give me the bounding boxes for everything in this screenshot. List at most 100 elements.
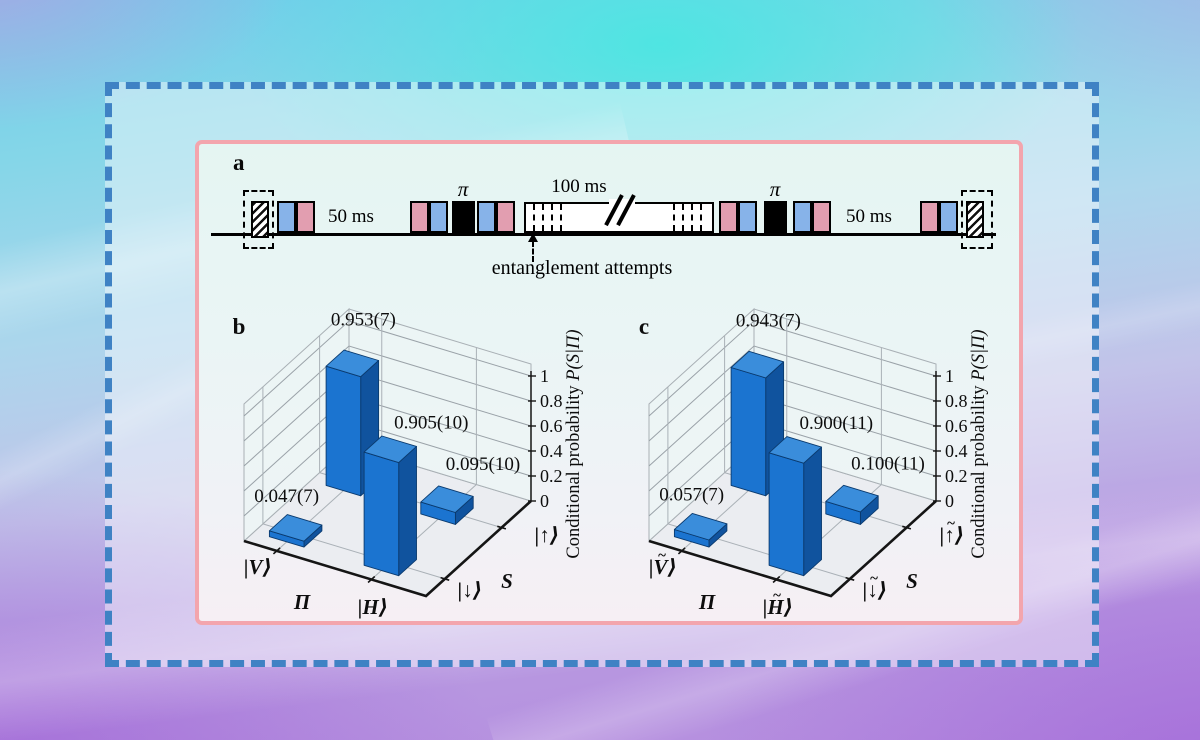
z-tick-label: 0.2 xyxy=(540,466,563,486)
panel-letter: b xyxy=(233,314,246,339)
bar-front-face xyxy=(768,452,805,577)
blue-pulse xyxy=(793,201,812,233)
y-axis-title: S xyxy=(501,569,513,593)
blue-pulse xyxy=(277,201,296,233)
conditional-probability-chart-c: 0.943(7) 0.100(11) 0.057(7) 0.900(11) 0 0.2 0.… xyxy=(639,307,989,619)
y-category-label: |↑⟩ xyxy=(535,523,560,547)
gap-duration-right: 50 ms xyxy=(846,206,892,227)
bar-top-face xyxy=(730,350,785,379)
window-duration-label: 100 ms xyxy=(551,176,607,197)
conditional-probability-chart-b: 0.953(7) 0.095(10) 0.047(7) 0.905(10) 0 0.2 0.… xyxy=(233,307,584,619)
annotation-arrow-stem xyxy=(532,241,534,262)
bar-1-0 xyxy=(768,436,822,577)
z-tick-label: 0.8 xyxy=(540,391,563,411)
z-tick-label: 0 xyxy=(540,491,549,511)
y-category-label: |↓⟩ xyxy=(458,578,483,602)
blue-pulse xyxy=(477,201,496,233)
blue-pulse xyxy=(738,201,757,233)
figure-panel: a 50 ms π xyxy=(195,140,1023,625)
gridline-z xyxy=(243,320,532,417)
bar-top-face xyxy=(768,436,822,464)
y-axis-title: S xyxy=(906,569,918,593)
bar-value-label: 0.900(11) xyxy=(799,413,873,434)
z-tick-label: 1 xyxy=(945,366,954,386)
attempt-tick xyxy=(700,204,702,231)
y-category-label-tilde: ~ xyxy=(947,516,955,532)
bar-value-label: 0.057(7) xyxy=(659,485,724,506)
bar-front-face xyxy=(325,365,362,497)
bar-top-face xyxy=(325,349,380,378)
bar-value-label: 0.943(7) xyxy=(736,311,801,332)
bar-1-0 xyxy=(363,435,417,577)
blue-pulse xyxy=(939,201,958,233)
blue-pulse xyxy=(429,201,448,233)
attempt-tick xyxy=(551,204,553,231)
attempt-tick xyxy=(560,204,562,231)
pi-label-right: π xyxy=(769,177,781,201)
x-category-label-tilde: ~ xyxy=(773,588,781,604)
bar-front-face xyxy=(363,451,400,577)
x-category-label: |V⟩ xyxy=(649,555,677,579)
z-axis-title: Conditional probability P(S|Π) xyxy=(969,329,989,558)
gridline-z xyxy=(648,320,937,417)
bar-top-face xyxy=(825,484,879,513)
x-axis-title: Π xyxy=(698,590,716,614)
gridline-z xyxy=(243,345,532,442)
axis-spines xyxy=(648,500,937,598)
pink-pulse xyxy=(920,201,939,233)
pink-pulse xyxy=(719,201,738,233)
axis-break-gap xyxy=(609,199,635,210)
hatched-pulse-left xyxy=(251,201,269,238)
z-tick-label: 0.6 xyxy=(945,416,968,436)
panel-letter: c xyxy=(639,314,649,339)
bar-1-1 xyxy=(420,485,474,525)
attempt-tick xyxy=(533,204,535,231)
bar-top-face xyxy=(268,514,323,542)
bar-value-label: 0.953(7) xyxy=(331,309,396,330)
attempt-tick xyxy=(673,204,675,231)
bar-0-0 xyxy=(268,514,323,548)
pulse-sequence-panel: a 50 ms π xyxy=(199,144,1027,294)
hatched-pulse-right xyxy=(966,201,984,238)
y-category-label: |↑⟩ xyxy=(940,523,965,547)
bar-0-0 xyxy=(673,512,728,548)
detection-dashed-box-right xyxy=(961,190,993,249)
pi-pulse-left xyxy=(452,201,475,233)
entanglement-annotation: entanglement attempts xyxy=(491,257,673,279)
y-axis-tick xyxy=(497,525,507,530)
x-category-label-tilde: ~ xyxy=(658,548,666,564)
pi-label-left: π xyxy=(457,177,469,201)
bar-side-face xyxy=(398,445,417,577)
x-axis-tick xyxy=(677,547,686,555)
y-axis-tick xyxy=(902,525,912,530)
z-tick-label: 0 xyxy=(945,491,954,511)
bar-top-face xyxy=(363,435,417,464)
x-category-label: |V⟩ xyxy=(244,555,272,579)
annotation-arrow-head xyxy=(527,233,538,242)
x-axis-tick xyxy=(367,575,376,584)
z-tick-label: 0.4 xyxy=(945,441,968,461)
gridline-z xyxy=(648,345,937,442)
attempt-tick xyxy=(691,204,693,231)
gap-duration-left: 50 ms xyxy=(328,206,374,227)
z-tick-label: 1 xyxy=(540,366,549,386)
z-tick-label: 0.6 xyxy=(540,416,563,436)
dashed-selection-frame: a 50 ms π xyxy=(105,82,1099,667)
bar-value-label: 0.047(7) xyxy=(254,486,319,507)
pink-pulse xyxy=(296,201,315,233)
pink-pulse xyxy=(410,201,429,233)
y-category-label: |↓⟩ xyxy=(863,578,888,602)
bar-value-label: 0.095(10) xyxy=(446,454,520,475)
bar-value-label: 0.905(10) xyxy=(394,412,468,433)
time-axis xyxy=(211,233,996,236)
bar-front-face xyxy=(730,367,767,497)
z-tick-label: 0.8 xyxy=(945,391,968,411)
attempt-tick xyxy=(542,204,544,231)
entanglement-window xyxy=(524,194,714,233)
bar-value-label: 0.100(11) xyxy=(851,454,925,475)
bar-1-1 xyxy=(825,484,879,525)
x-category-label: |H⟩ xyxy=(358,595,389,619)
z-axis-title: Conditional probability P(S|Π) xyxy=(564,329,584,558)
pink-pulse xyxy=(812,201,831,233)
